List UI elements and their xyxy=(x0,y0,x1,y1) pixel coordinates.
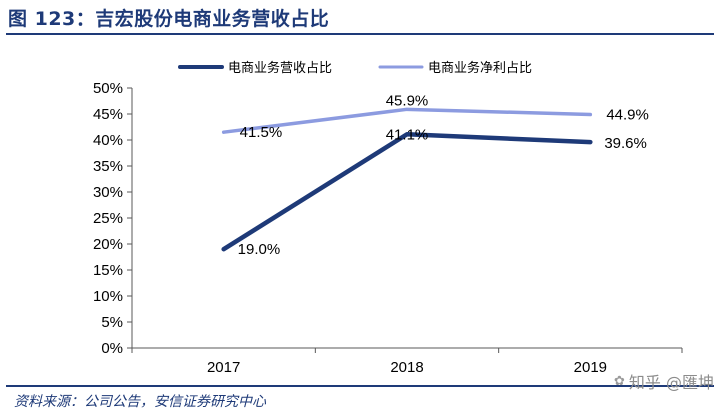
y-tick-label: 20% xyxy=(93,236,123,253)
y-tick-label: 40% xyxy=(93,132,123,149)
y-tick-label: 30% xyxy=(93,184,123,201)
title-rule xyxy=(6,33,714,35)
watermark: ✿ 知乎 @匯坤 xyxy=(614,369,714,393)
chart-legend: 电商业务营收占比 电商业务净利占比 xyxy=(178,60,532,76)
y-tick-label: 5% xyxy=(101,314,123,331)
x-tick-label: 2017 xyxy=(207,359,240,376)
data-label-s1-2017: 19.0% xyxy=(238,241,281,258)
x-tick-label: 2019 xyxy=(574,359,607,376)
series-line-1 xyxy=(221,132,593,252)
source-rule xyxy=(6,385,714,387)
wechat-icon: ✿ xyxy=(614,373,625,389)
watermark-text: 知乎 @匯坤 xyxy=(628,373,714,392)
chart-data-labels: 19.0% 41.1% 39.6% 41.5% 45.9% 44.9% xyxy=(238,92,649,258)
y-tick-label: 10% xyxy=(93,288,123,305)
chart-axes: 0% 5% 10% 15% 20% 25% 30% 35% 40% 45% 50% 2017 2018 2… xyxy=(93,80,683,376)
y-tick-label: 45% xyxy=(93,106,123,123)
line-chart: 0% 5% 10% 15% 20% 25% 30% 35% 40% 45% 50% 2017 2018 2… xyxy=(93,60,683,376)
data-label-s1-2019: 39.6% xyxy=(604,135,647,152)
y-tick-label: 50% xyxy=(93,80,123,97)
source-note: 资料来源：公司公告，安信证券研究中心 xyxy=(14,394,266,410)
data-label-s2-2019: 44.9% xyxy=(606,107,649,124)
y-tick-label: 15% xyxy=(93,262,123,279)
figure-title: 图 123：吉宏股份电商业务营收占比 xyxy=(8,8,330,30)
chart-series xyxy=(221,107,593,252)
data-label-s1-2018: 41.1% xyxy=(386,126,429,143)
legend-label-2: 电商业务净利占比 xyxy=(428,60,532,76)
series-line-2 xyxy=(221,107,593,134)
y-tick-label: 25% xyxy=(93,210,123,227)
data-label-s2-2018: 45.9% xyxy=(386,92,429,109)
y-tick-label: 0% xyxy=(101,340,123,357)
legend-label-1: 电商业务营收占比 xyxy=(228,60,332,76)
y-tick-label: 35% xyxy=(93,158,123,175)
data-label-s2-2017: 41.5% xyxy=(240,124,283,141)
x-tick-label: 2018 xyxy=(390,359,423,376)
